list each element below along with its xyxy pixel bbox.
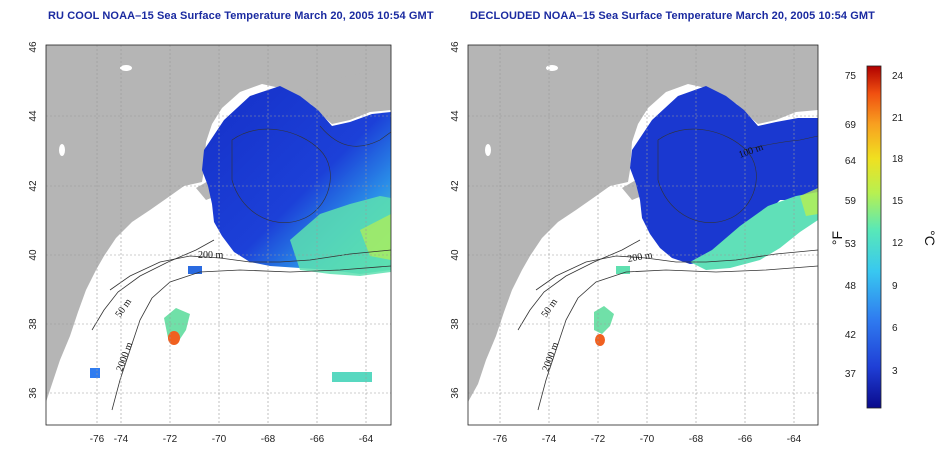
left-lat-tick: 44 (28, 110, 39, 122)
right-contour-50m (517, 239, 641, 331)
right-sst-eddy (594, 306, 614, 334)
left-contour-200m (109, 249, 391, 291)
right-lon-tick: -76 (493, 434, 508, 445)
right-land-mass (468, 45, 818, 402)
left-lon-tick: -66 (310, 434, 325, 445)
colorbar-fahrenheit-tick: 42 (845, 330, 857, 341)
right-contour-gulf-of-maine (657, 128, 757, 223)
colorbar-fahrenheit-unit: °F (829, 231, 845, 245)
left-lat-axis: 36 38 40 42 44 46 (28, 41, 39, 399)
left-sst-warm-patch (290, 196, 391, 276)
right-lat-tick: 36 (450, 387, 461, 399)
left-map-title: RU COOL NOAA–15 Sea Surface Temperature … (48, 10, 434, 22)
right-lon-tick: -70 (640, 434, 655, 445)
left-sst-pixels (188, 266, 202, 274)
colorbar-fahrenheit-tick: 48 (845, 281, 857, 292)
colorbar: 75 69 64 59 53 48 42 37 24 21 18 15 12 9… (829, 65, 938, 409)
right-sst-warm-patch (800, 188, 818, 216)
right-lon-tick: -72 (591, 434, 606, 445)
right-contour-label-200m: 200 m (627, 250, 654, 265)
right-sst-hotspot (595, 334, 605, 346)
colorbar-gradient (866, 65, 882, 409)
colorbar-fahrenheit-tick: 75 (845, 71, 857, 82)
right-lat-tick: 40 (450, 249, 461, 261)
left-contour-shelf (319, 125, 391, 147)
left-nova-scotia (300, 68, 391, 124)
right-lon-tick: -66 (738, 434, 753, 445)
left-gridlines (46, 45, 391, 425)
right-sst-cold-water (630, 86, 818, 264)
left-map-frame (45, 44, 392, 426)
colorbar-celsius-unit: °C (922, 230, 938, 246)
left-lon-axis: -76 -74 -72 -70 -68 -66 -64 (90, 434, 374, 445)
left-map-panel: 200 m 50 m 2000 m -76 -74 -72 -70 -68 -6… (28, 41, 392, 445)
left-lat-tick: 40 (28, 249, 39, 261)
colorbar-celsius-tick: 3 (892, 366, 898, 377)
right-lon-tick: -74 (542, 434, 557, 445)
left-lon-tick: -70 (212, 434, 227, 445)
left-lake (59, 144, 65, 156)
right-lat-axis: 36 38 40 42 44 46 (450, 41, 461, 399)
colorbar-fahrenheit-tick: 69 (845, 120, 857, 131)
right-lake (485, 144, 491, 156)
right-lat-tick: 42 (450, 180, 461, 192)
left-sst-pixels (332, 372, 372, 382)
right-gridlines (468, 45, 818, 425)
right-map-frame (467, 44, 819, 426)
colorbar-celsius-tick: 24 (892, 71, 904, 82)
left-lat-tick: 46 (28, 41, 39, 53)
colorbar-celsius-tick: 6 (892, 323, 898, 334)
right-contour-2000m (537, 265, 818, 411)
left-contour-label-200m: 200 m (198, 250, 224, 261)
colorbar-fahrenheit-tick: 53 (845, 239, 857, 250)
right-sst-warm-patch (690, 192, 818, 270)
left-lon-tick: -74 (114, 434, 129, 445)
left-lon-tick: -64 (359, 434, 374, 445)
left-contour-gulf-of-maine (231, 128, 331, 223)
left-lake (120, 65, 132, 71)
colorbar-fahrenheit-tick: 59 (845, 196, 857, 207)
left-lat-tick: 38 (28, 318, 39, 330)
right-lon-tick: -68 (689, 434, 704, 445)
right-lon-axis: -76 -74 -72 -70 -68 -66 -64 (493, 434, 802, 445)
right-contour-200m (535, 249, 818, 291)
left-lon-tick: -72 (163, 434, 178, 445)
left-land-mass (46, 45, 391, 402)
right-map-title: DECLOUDED NOAA–15 Sea Surface Temperatur… (470, 10, 875, 22)
right-lat-tick: 38 (450, 318, 461, 330)
colorbar-celsius-tick: 18 (892, 154, 904, 165)
right-nova-scotia (726, 68, 818, 124)
left-sst-warm-patch (360, 214, 391, 260)
colorbar-celsius-tick: 21 (892, 113, 904, 124)
right-sst-pixels (616, 266, 630, 274)
right-contour-100m (743, 135, 818, 151)
colorbar-celsius-tick: 15 (892, 196, 904, 207)
left-sst-pixels (90, 368, 100, 378)
left-lon-tick: -68 (261, 434, 276, 445)
left-lat-tick: 36 (28, 387, 39, 399)
left-sst-hotspot (168, 331, 180, 345)
left-contour-50m (91, 239, 215, 331)
colorbar-fahrenheit-tick: 37 (845, 369, 857, 380)
colorbar-celsius-tick: 12 (892, 238, 904, 249)
left-lon-tick: -76 (90, 434, 105, 445)
colorbar-fahrenheit-tick: 64 (845, 156, 857, 167)
right-map-panel: 100 m 200 m 50 m 2000 m -76 -74 -72 -70 … (450, 41, 819, 445)
colorbar-celsius-tick: 9 (892, 281, 898, 292)
left-lat-tick: 42 (28, 180, 39, 192)
right-lon-tick: -64 (787, 434, 802, 445)
right-lat-tick: 44 (450, 110, 461, 122)
right-lat-tick: 46 (450, 41, 461, 53)
right-lake (546, 65, 558, 71)
